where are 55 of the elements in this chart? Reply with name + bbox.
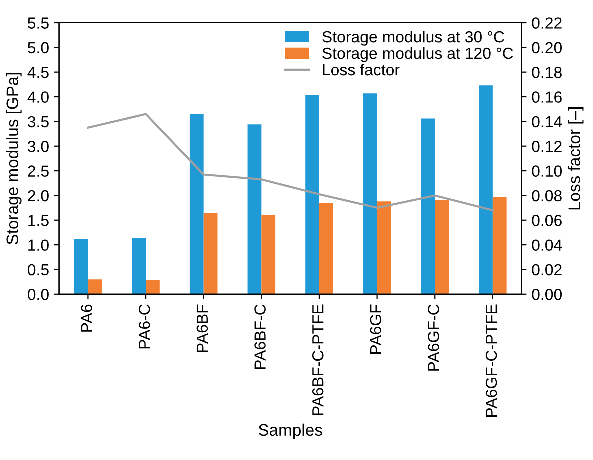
y-tick-label: 2.0 — [28, 190, 49, 202]
y2-tick-label: 0.04 — [532, 240, 562, 251]
y-tick-label: 5.5 — [28, 18, 49, 29]
y-tick-label: 1.0 — [28, 240, 49, 251]
bar — [363, 94, 378, 294]
y-tick-label: 3.5 — [28, 116, 49, 128]
y2-tick-label: 0.00 — [532, 289, 562, 300]
y-tick-label: 3.0 — [28, 141, 49, 152]
bar — [204, 212, 218, 294]
bar — [319, 203, 334, 294]
bar — [74, 239, 88, 294]
legend-label: Storage modulus at 30 °C — [322, 30, 504, 46]
y-tick-label: 5.0 — [28, 42, 49, 54]
y2-tick-label: 0.02 — [532, 264, 562, 276]
x-tick-label: PA6GF-C-PTFE — [486, 304, 498, 417]
bar — [377, 202, 392, 294]
line-series — [87, 113, 494, 212]
bar — [479, 86, 493, 294]
y2-tick-label: 0.16 — [532, 92, 562, 103]
x-tick-label: PA6 — [81, 304, 92, 332]
bar — [262, 215, 276, 294]
x-tick-label: PA6BF-C-PTFE — [312, 304, 324, 416]
y2-tick-label: 0.12 — [532, 141, 562, 152]
y2-tick-label: 0.20 — [532, 42, 562, 54]
bar — [190, 114, 204, 294]
y-tick-label: 0.0 — [28, 289, 49, 300]
x-tick-label: PA6GF-C — [428, 304, 440, 371]
x-tick-label: PA6GF — [370, 304, 382, 354]
legend-label: Loss factor — [323, 64, 400, 76]
y-tick-label: 4.0 — [28, 92, 49, 103]
x-tick-label: PA6-C — [139, 304, 150, 349]
y2-tick-label: 0.06 — [532, 215, 562, 226]
bar — [146, 280, 160, 294]
bar — [421, 118, 436, 294]
y-tick-label: 0.5 — [28, 264, 49, 276]
y2-tick-label: 0.08 — [532, 190, 562, 202]
y-tick-label: 4.5 — [28, 67, 49, 78]
legend-label: Storage modulus at 120 °C — [322, 47, 514, 62]
y2-tick-label: 0.14 — [532, 116, 562, 128]
x-axis-title: Samples — [258, 424, 322, 440]
bar — [492, 197, 507, 294]
y2-tick-label: 0.22 — [532, 18, 562, 29]
bar — [306, 95, 320, 294]
y2-axis-title: Loss factor [–] — [568, 108, 584, 210]
y2-tick-label: 0.18 — [532, 66, 562, 78]
y2-tick-label: 0.10 — [532, 166, 562, 177]
bar — [248, 124, 262, 294]
x-tick-label: PA6BF — [196, 304, 208, 352]
bar — [132, 238, 146, 294]
y-tick-label: 1.5 — [28, 215, 49, 226]
y-tick-label: 2.5 — [28, 166, 49, 177]
x-tick-label: PA6BF-C — [254, 304, 266, 370]
bar — [435, 200, 449, 294]
bar — [88, 280, 102, 294]
y-axis-title: Storage modulus [GPa] — [6, 73, 22, 245]
